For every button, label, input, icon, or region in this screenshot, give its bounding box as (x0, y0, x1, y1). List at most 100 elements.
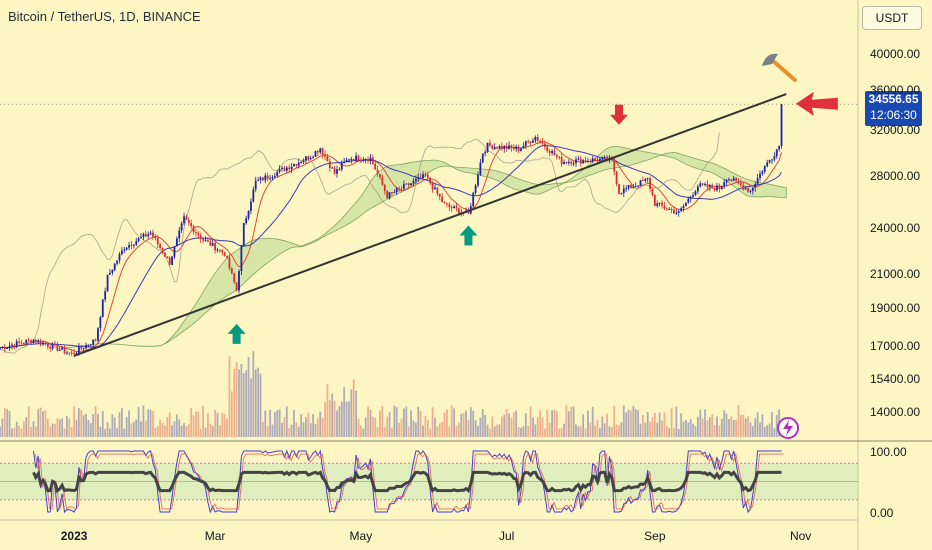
volume-bar (582, 414, 584, 437)
candle (221, 250, 223, 252)
volume-bar (659, 413, 661, 437)
volume-bar (49, 426, 51, 437)
candle (577, 158, 579, 159)
volume-bar (558, 429, 560, 437)
volume-bar (644, 423, 646, 437)
volume-bar (214, 410, 216, 437)
x-tick-label: Sep (644, 529, 665, 543)
volume-bar (683, 422, 685, 437)
volume-bar (472, 411, 474, 437)
candle (121, 251, 123, 255)
candle (525, 141, 527, 146)
candle (403, 184, 405, 188)
volume-bar (499, 425, 501, 437)
countdown-label: 12:06:30 (865, 108, 922, 123)
arrow-left-marker (796, 92, 838, 116)
volume-bar (699, 410, 701, 437)
currency-button[interactable]: USDT (862, 6, 922, 30)
volume-bar (303, 422, 305, 437)
candle (635, 186, 637, 187)
volume-bar (157, 426, 159, 437)
volume-bar (628, 409, 630, 437)
candle (776, 149, 778, 156)
volume-bar (52, 424, 54, 437)
volume-bar (243, 373, 245, 437)
volume-bar (23, 421, 25, 437)
candle (310, 158, 312, 159)
volume-bar (73, 407, 75, 437)
volume-bar (465, 410, 467, 437)
candle (401, 189, 403, 190)
volume-bar (279, 409, 281, 437)
volume-bar (260, 374, 262, 437)
volume-bar (40, 408, 42, 437)
candle (393, 192, 395, 193)
volume-bar (348, 401, 350, 437)
volume-bar (9, 411, 11, 437)
candle (114, 264, 116, 271)
volume-bar (649, 422, 651, 437)
candle (229, 258, 231, 269)
candle (472, 193, 474, 207)
volume-bar (336, 410, 338, 437)
lightning-icon[interactable] (778, 418, 798, 438)
volume-bar (599, 428, 601, 437)
candle (695, 191, 697, 195)
volume-bar (609, 426, 611, 437)
volume-bar (415, 423, 417, 437)
volume-bar (374, 418, 376, 437)
candle (733, 178, 735, 180)
volume-bar (525, 413, 527, 437)
candle (295, 164, 297, 165)
volume-bar (479, 417, 481, 437)
candle (446, 203, 448, 204)
volume-bar (16, 422, 18, 437)
volume-bar (764, 427, 766, 437)
candle (209, 241, 211, 245)
candle (315, 151, 317, 157)
volume-bar (398, 423, 400, 437)
x-tick-label: Nov (790, 529, 811, 543)
volume-bar (690, 419, 692, 437)
volume-bar (276, 410, 278, 437)
candle (666, 208, 668, 209)
candle (186, 216, 188, 219)
candle (169, 257, 171, 265)
candle (644, 179, 646, 181)
volume-bar (250, 378, 252, 437)
candle (718, 186, 720, 190)
volume-bar (389, 412, 391, 437)
candle (410, 183, 412, 185)
volume-bar (343, 387, 345, 437)
candle (594, 158, 596, 159)
candle (269, 178, 271, 179)
volume-bar (618, 425, 620, 437)
candle (243, 223, 245, 245)
volume-bar (298, 427, 300, 437)
candle (281, 168, 283, 169)
volume-bar (169, 413, 171, 437)
volume-bar (623, 405, 625, 437)
candle (30, 340, 32, 343)
volume-bar (111, 414, 113, 437)
candle (513, 148, 515, 150)
volume-bar (138, 407, 140, 437)
volume-bar (193, 415, 195, 437)
volume-bar (152, 411, 154, 437)
y-tick-label: 19000.00 (870, 301, 920, 315)
candle (771, 159, 773, 160)
volume-bar (745, 418, 747, 437)
volume-bar (575, 424, 577, 437)
volume-bar (730, 416, 732, 437)
candle (683, 206, 685, 208)
volume-bar (150, 410, 152, 437)
candle (279, 169, 281, 172)
candle (370, 157, 372, 161)
candle (11, 345, 13, 346)
candle (23, 343, 25, 344)
volume-bar (295, 422, 297, 437)
candle (298, 163, 300, 166)
candle (166, 257, 168, 258)
candle (104, 291, 106, 299)
